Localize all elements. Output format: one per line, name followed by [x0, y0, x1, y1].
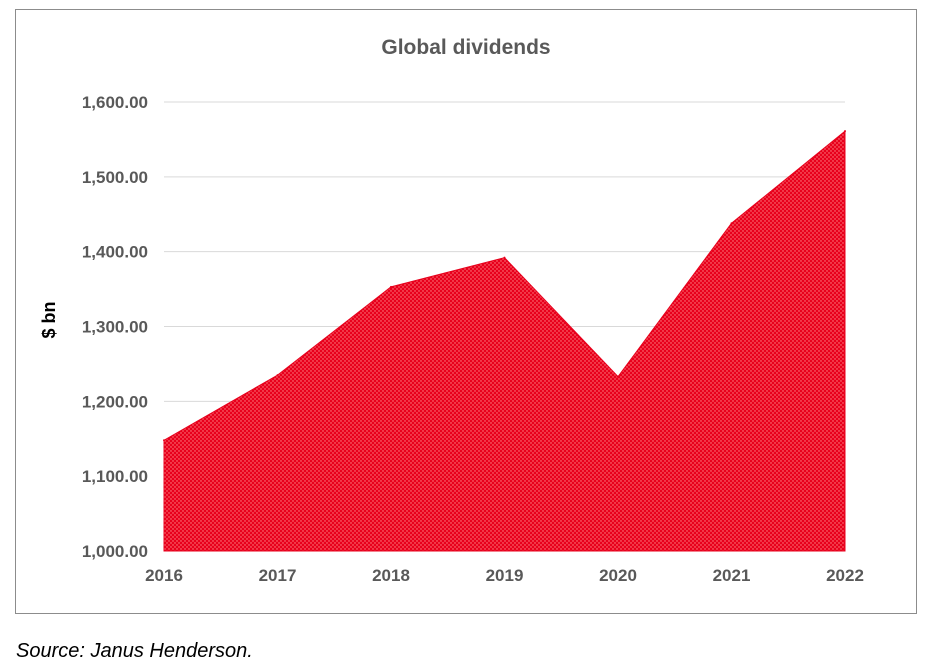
area-fill — [163, 130, 846, 552]
y-tick-label: 1,600.00 — [82, 93, 148, 112]
data-point-2022 — [844, 130, 846, 133]
data-point-2019 — [503, 256, 506, 259]
x-tick-label: 2020 — [599, 566, 637, 585]
y-tick-label: 1,400.00 — [82, 243, 148, 262]
data-point-2020 — [617, 375, 619, 378]
y-tick-label: 1,000.00 — [82, 542, 148, 561]
y-tick-label: 1,500.00 — [82, 168, 148, 187]
x-tick-label: 2018 — [372, 566, 410, 585]
y-axis-ticks: 1,000.00 1,100.00 1,200.00 1,300.00 1,400.00… — [82, 93, 148, 561]
y-tick-label: 1,300.00 — [82, 318, 148, 337]
x-tick-label: 2017 — [259, 566, 297, 585]
x-tick-label: 2019 — [486, 566, 524, 585]
area-series — [163, 130, 846, 552]
data-point-2017 — [276, 374, 279, 377]
source-note: Source: Janus Henderson. — [16, 640, 253, 662]
data-point-2018 — [390, 285, 392, 288]
x-tick-label: 2016 — [145, 566, 183, 585]
y-tick-label: 1,200.00 — [82, 392, 148, 411]
data-point-2016 — [163, 439, 165, 442]
chart-title: Global dividends — [381, 36, 551, 59]
y-tick-label: 1,100.00 — [82, 467, 148, 486]
x-axis-ticks: 2016 2017 2018 2019 2020 2021 2022 — [145, 566, 864, 585]
x-tick-label: 2022 — [826, 566, 864, 585]
x-tick-label: 2021 — [713, 566, 751, 585]
y-axis-label: $ bn — [39, 301, 59, 338]
data-point-2021 — [730, 222, 733, 225]
